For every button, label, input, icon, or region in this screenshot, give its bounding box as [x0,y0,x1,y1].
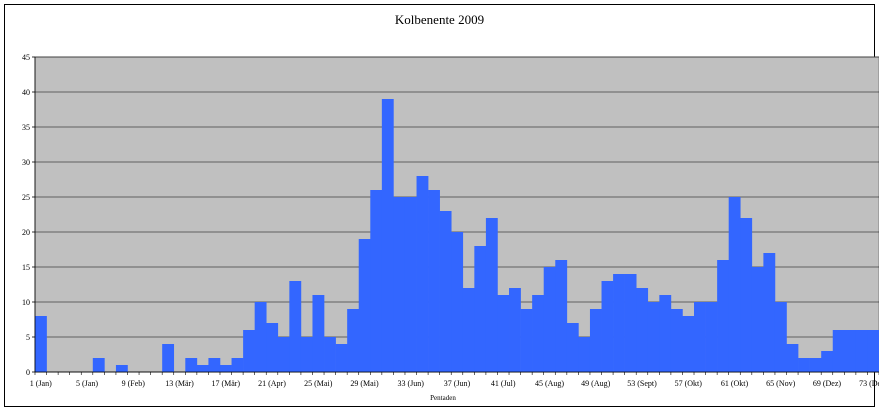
bar [798,358,810,372]
bar [601,281,614,372]
bar [728,197,741,372]
bar [462,288,475,372]
bar [774,302,787,372]
bar [393,197,406,372]
bar [694,302,706,372]
bar [613,274,625,372]
y-axis-ticks: 0 5 10 15 20 25 30 35 40 45 [22,53,35,377]
bars [35,99,879,372]
bar [717,260,729,372]
x-tick-label: 25 (Mai) [304,379,333,388]
x-tick-label: 29 (Mai) [350,379,379,388]
bar [335,344,348,372]
y-tick-label: 20 [22,228,30,237]
bar [543,267,556,372]
bar [867,330,879,372]
bar [705,302,718,372]
bar [682,316,695,372]
bar [844,330,857,372]
x-tick-label: 61 (Okt) [721,379,749,388]
x-tick-label: 53 (Sept) [627,379,657,388]
x-tick-label: 9 (Feb) [122,379,146,388]
bar [358,239,371,372]
y-tick-label: 35 [22,123,30,132]
bar [254,302,267,372]
bar [208,358,221,372]
x-tick-label: 21 (Apr) [258,379,286,388]
bar [162,344,175,372]
bar [520,309,533,372]
bar [659,295,672,372]
y-tick-label: 5 [26,333,30,342]
bar [324,337,336,372]
bar [312,295,325,372]
bar [670,309,683,372]
bar [647,302,660,372]
bar [497,295,510,372]
bar [439,211,452,372]
x-tick-label: 65 (Nov) [766,379,795,388]
bar [35,316,47,372]
bar [763,253,776,372]
bar [196,365,209,372]
bar [370,190,383,372]
chart-title: Kolbenente 2009 [394,12,485,27]
bar [289,281,302,372]
bar [266,323,279,372]
bar [509,288,521,372]
x-tick-label: 73 (Dez) [859,379,879,388]
bar [751,267,764,372]
bar [231,358,244,372]
x-axis-ticks: 1 (Jan) 5 (Jan) 9 (Feb) 13 (Mär) 17 (Mär) 21 … [30,372,879,388]
y-tick-label: 25 [22,193,30,202]
bar [243,330,255,372]
bar [277,337,290,372]
y-tick-label: 10 [22,298,30,307]
bar [624,274,637,372]
bar [485,218,498,372]
bar [532,295,545,372]
x-tick-label: 17 (Mär) [211,379,240,388]
bar [404,197,417,372]
bar [428,190,440,372]
bar [300,337,313,372]
bar [786,344,799,372]
bar [832,330,845,372]
bar [416,176,429,372]
bar [115,365,128,372]
bar [636,288,649,372]
x-tick-label: 5 (Jan) [76,379,98,388]
bar [855,330,868,372]
x-tick-label: 13 (Mär) [165,379,194,388]
x-tick-label: 1 (Jan) [30,379,52,388]
bar [92,358,105,372]
bar [474,246,487,372]
x-tick-label: 57 (Okt) [675,379,703,388]
bar [809,358,822,372]
x-tick-label: 69 (Dez) [813,379,842,388]
bar [347,309,360,372]
bar [589,309,602,372]
bar [740,218,753,372]
bar [185,358,198,372]
bar [566,323,579,372]
bar [578,337,591,372]
y-tick-label: 0 [26,368,30,377]
y-tick-label: 30 [22,158,30,167]
bar [821,351,834,372]
x-tick-label: 33 (Jun) [398,379,425,388]
x-tick-label: 37 (Jun) [444,379,471,388]
x-tick-label: 49 (Aug) [581,379,610,388]
y-tick-label: 45 [22,53,30,62]
y-tick-label: 15 [22,263,30,272]
bar [219,365,232,372]
bar [451,232,464,372]
x-tick-label: 45 (Aug) [535,379,564,388]
y-tick-label: 40 [22,88,30,97]
x-axis-label: Pentaden [430,394,456,402]
bar [555,260,568,372]
bar [381,99,394,372]
x-tick-label: 41 (Jul) [491,379,516,388]
